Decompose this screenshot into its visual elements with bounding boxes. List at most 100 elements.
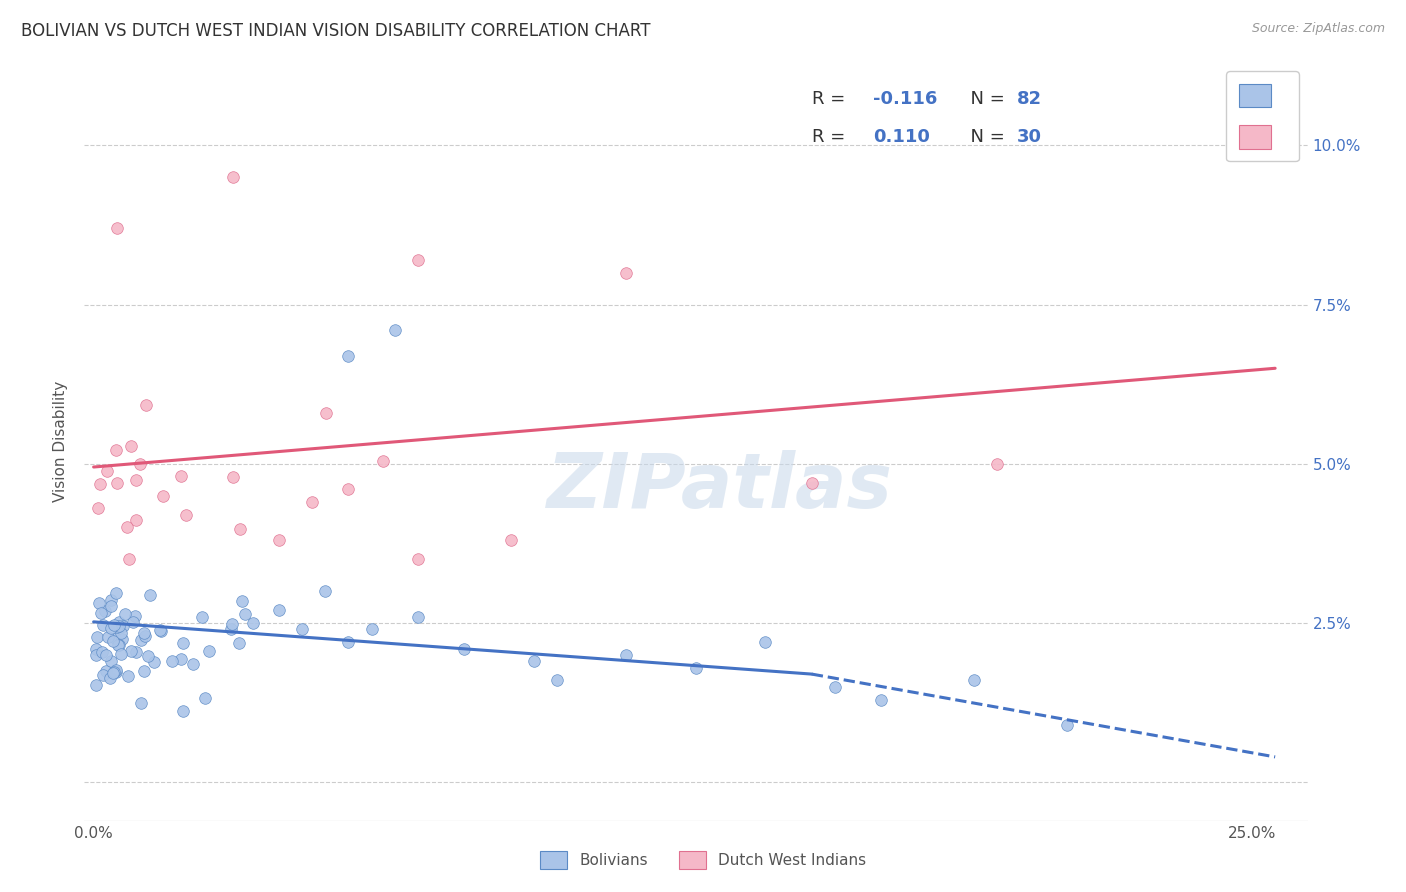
Point: [108, 638, 131, 652]
Point: [406, 609, 429, 624]
Point: [148, 624, 170, 638]
Point: [132, 625, 155, 640]
Point: [105, 620, 128, 634]
Point: [384, 323, 406, 337]
Point: [337, 349, 360, 363]
Point: [97, 630, 120, 644]
Legend: Bolivians, Dutch West Indians: Bolivians, Dutch West Indians: [533, 845, 873, 875]
Point: [105, 442, 128, 457]
Y-axis label: Vision Disability: Vision Disability: [53, 381, 69, 502]
Text: R =: R =: [813, 128, 851, 146]
Point: [100, 592, 122, 607]
Point: [87, 501, 110, 516]
Point: [181, 657, 204, 672]
Point: [103, 666, 125, 681]
Point: [104, 665, 127, 679]
Point: [107, 619, 129, 633]
Text: ZIPatlas: ZIPatlas: [547, 450, 893, 524]
Text: 30: 30: [1017, 128, 1042, 146]
Point: [267, 603, 290, 617]
Point: [110, 647, 132, 661]
Point: [91, 618, 114, 632]
Point: [314, 584, 336, 599]
Point: [870, 692, 893, 706]
Point: [125, 513, 148, 527]
Point: [221, 469, 243, 483]
Point: [616, 648, 638, 662]
Point: [337, 483, 360, 497]
Point: [685, 661, 707, 675]
Point: [89, 476, 111, 491]
Point: [98, 671, 121, 685]
Point: [523, 654, 546, 668]
Point: [120, 644, 142, 658]
Point: [229, 522, 252, 536]
Point: [86, 678, 108, 692]
Point: [114, 607, 136, 621]
Point: [110, 626, 132, 640]
Point: [134, 629, 156, 643]
Point: [120, 439, 142, 453]
Point: [135, 398, 157, 412]
Point: [108, 615, 131, 629]
Point: [96, 464, 118, 478]
Point: [100, 621, 122, 635]
Point: [228, 635, 250, 649]
Point: [170, 652, 193, 666]
Point: [301, 495, 323, 509]
Point: [117, 669, 139, 683]
Point: [963, 673, 986, 688]
Legend: , : ,: [1226, 71, 1299, 161]
Text: R =: R =: [813, 90, 851, 108]
Point: [112, 619, 135, 633]
Point: [125, 645, 148, 659]
Text: 0.110: 0.110: [873, 128, 931, 146]
Point: [129, 696, 152, 710]
Point: [499, 533, 522, 548]
Point: [115, 520, 138, 534]
Point: [616, 266, 638, 280]
Point: [172, 636, 194, 650]
Point: [107, 638, 129, 652]
Point: [132, 664, 155, 678]
Text: N =: N =: [959, 128, 1011, 146]
Point: [104, 586, 127, 600]
Point: [87, 596, 110, 610]
Point: [103, 665, 125, 680]
Point: [170, 469, 193, 483]
Point: [94, 604, 117, 618]
Point: [105, 664, 128, 678]
Text: -0.116: -0.116: [873, 90, 938, 108]
Point: [242, 616, 264, 631]
Text: BOLIVIAN VS DUTCH WEST INDIAN VISION DISABILITY CORRELATION CHART: BOLIVIAN VS DUTCH WEST INDIAN VISION DIS…: [21, 22, 651, 40]
Text: 82: 82: [1017, 90, 1042, 108]
Point: [138, 588, 160, 602]
Point: [172, 704, 194, 718]
Point: [233, 607, 256, 621]
Text: N =: N =: [959, 90, 1011, 108]
Point: [267, 533, 290, 548]
Point: [221, 616, 243, 631]
Point: [406, 252, 429, 267]
Point: [103, 617, 125, 632]
Point: [453, 641, 475, 656]
Point: [291, 623, 314, 637]
Point: [105, 475, 128, 490]
Text: Source: ZipAtlas.com: Source: ZipAtlas.com: [1251, 22, 1385, 36]
Point: [90, 606, 112, 620]
Point: [152, 489, 174, 503]
Point: [194, 690, 217, 705]
Point: [160, 654, 183, 668]
Point: [100, 654, 122, 668]
Point: [96, 664, 118, 678]
Point: [219, 622, 242, 636]
Point: [104, 631, 127, 645]
Point: [150, 624, 173, 638]
Point: [122, 615, 145, 629]
Point: [91, 645, 114, 659]
Point: [118, 552, 141, 566]
Point: [129, 457, 152, 471]
Point: [337, 635, 360, 649]
Point: [360, 623, 382, 637]
Point: [143, 655, 166, 669]
